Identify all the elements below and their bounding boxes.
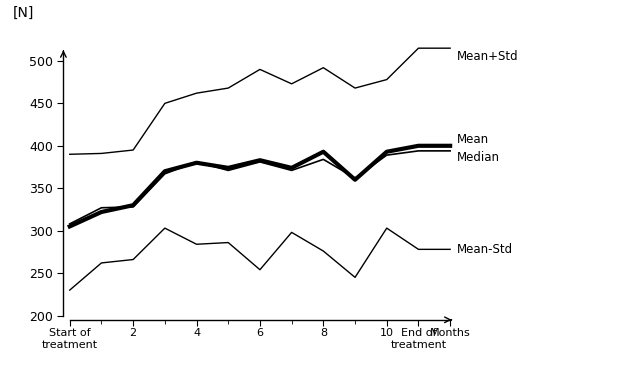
Text: Mean: Mean xyxy=(456,133,489,145)
Text: [N]: [N] xyxy=(13,6,35,20)
Text: Median: Median xyxy=(456,151,500,164)
Text: Mean+Std: Mean+Std xyxy=(456,50,518,63)
Text: Mean-Std: Mean-Std xyxy=(456,243,513,256)
